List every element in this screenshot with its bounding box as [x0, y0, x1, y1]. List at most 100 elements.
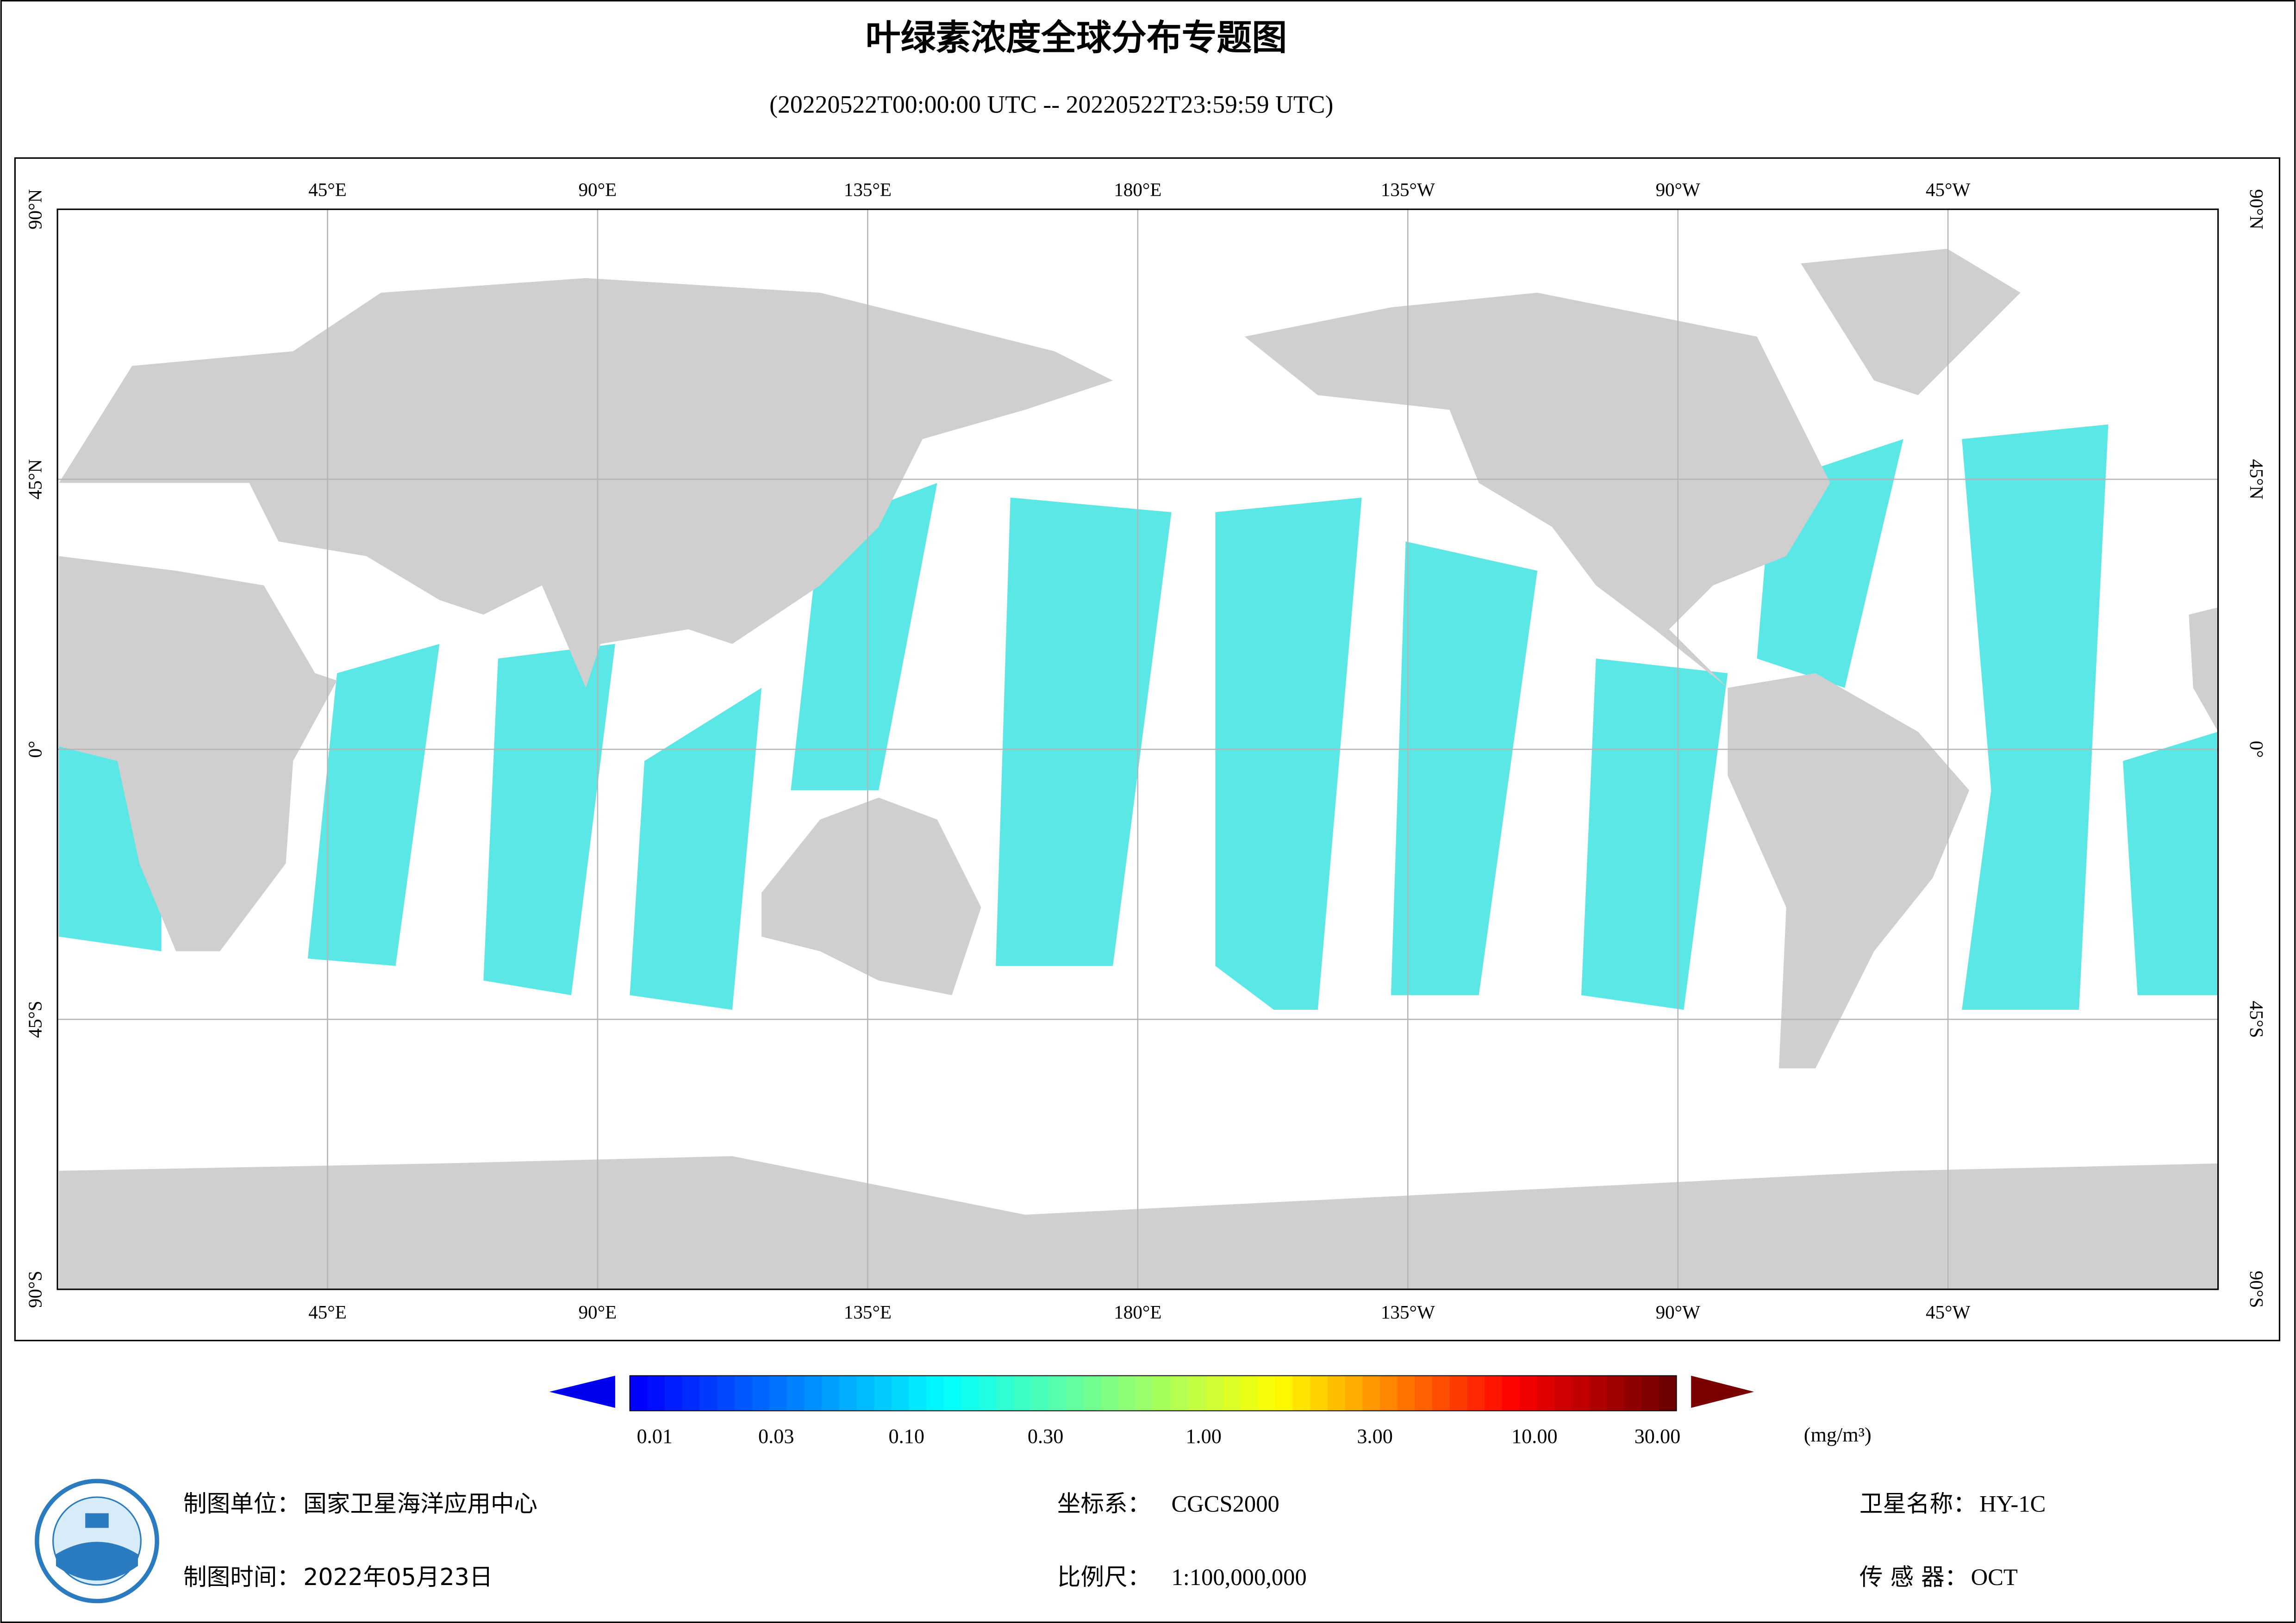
colorbar-cell [717, 1375, 735, 1411]
colorbar-cell [874, 1375, 892, 1411]
logo-satellite [85, 1513, 109, 1528]
colorbar-cell [1258, 1375, 1276, 1411]
title: 叶绿素浓度全球分布专题图 [866, 18, 1287, 58]
colorbar-cell [1537, 1375, 1555, 1411]
map-area: 45°E 45°E 90°E 90°E 135°E 135°E 180°E 180°E 135°… [24, 179, 2267, 1323]
footer-value: 国家卫星海洋应用中心 [303, 1490, 537, 1517]
colorbar-cell [647, 1375, 665, 1411]
colorbar-cell [1624, 1375, 1642, 1411]
colorbar-cell [1485, 1375, 1503, 1411]
colorbar-cell [1502, 1375, 1520, 1411]
footer: 制图单位： 国家卫星海洋应用中心 坐标系： CGCS2000 卫星名称： HY-1C 制图时… [183, 1490, 2046, 1591]
colorbar-tick-label: 0.30 [1028, 1425, 1063, 1448]
colorbar-cell [1188, 1375, 1206, 1411]
colorbar-cell [822, 1375, 840, 1411]
colorbar-cell [752, 1375, 770, 1411]
colorbar-cell [1572, 1375, 1590, 1411]
colorbar-cell [1083, 1375, 1101, 1411]
colorbar-cell [1467, 1375, 1485, 1411]
colorbar-border [629, 1375, 1677, 1412]
lat-label-left: 45°N [24, 459, 45, 499]
footer-value: CGCS2000 [1172, 1491, 1279, 1517]
lon-label-bottom: 180°E [1114, 1301, 1161, 1323]
colorbar-cell [1554, 1375, 1572, 1411]
colorbar-cell [839, 1375, 857, 1411]
colorbar-cell [926, 1375, 944, 1411]
colorbar-cell [1240, 1375, 1259, 1411]
colorbar-cell [1153, 1375, 1171, 1411]
lon-label-bottom: 45°E [308, 1301, 347, 1323]
lat-label-right: 90°S [2246, 1271, 2267, 1308]
greenland [1801, 249, 2021, 395]
lon-label-bottom: 135°W [1381, 1301, 1435, 1323]
footer-label: 传 感 器： [1859, 1563, 1968, 1591]
colorbar-low-arrow [549, 1375, 615, 1408]
colorbar-tick-label: 0.03 [758, 1425, 794, 1448]
lon-label-top: 45°E [308, 179, 347, 200]
swath [1962, 424, 2109, 1010]
map-border [56, 208, 2219, 1290]
colorbar-cell [699, 1375, 718, 1411]
lat-label-left: 90°N [24, 189, 45, 230]
colorbar-cell [786, 1375, 805, 1411]
colorbar-cell [1310, 1375, 1328, 1411]
swath [1215, 497, 1362, 1010]
colorbar-cell [961, 1375, 980, 1411]
africa-west [2189, 607, 2218, 732]
colorbar-tick-label: 0.01 [637, 1425, 673, 1448]
colorbar-cell [1031, 1375, 1049, 1411]
chlorophyll-swaths [59, 424, 2218, 1010]
colorbar-cell [1362, 1375, 1380, 1411]
swath [996, 497, 1172, 966]
footer-label: 制图时间： [183, 1563, 300, 1591]
lon-label-top: 45°W [1926, 179, 1971, 200]
eurasia [59, 278, 1113, 688]
colorbar-cell [630, 1375, 648, 1411]
colorbar-cell [1449, 1375, 1468, 1411]
colorbar-cell [996, 1375, 1014, 1411]
colorbar-cell [734, 1375, 753, 1411]
lat-label-left: 0° [24, 741, 45, 758]
lat-label-right: 45°N [2246, 459, 2267, 499]
footer-value: OCT [1971, 1564, 2018, 1590]
colorbar-cell [1275, 1375, 1293, 1411]
colorbar-unit: (mg/m³) [1804, 1424, 1872, 1446]
lon-label-top: 180°E [1114, 179, 1161, 200]
lon-label-bottom: 90°E [579, 1301, 617, 1323]
colorbar-cell [1659, 1375, 1677, 1411]
colorbar-cell [943, 1375, 962, 1411]
colorbar-cell [1205, 1375, 1223, 1411]
colorbar-tick-label: 3.00 [1357, 1425, 1392, 1448]
colorbar-tick-label: 0.10 [888, 1425, 924, 1448]
colorbar-cell [1589, 1375, 1607, 1411]
footer-value: 1:100,000,000 [1172, 1564, 1307, 1590]
colorbar-cell [1118, 1375, 1136, 1411]
colorbar-tick-label: 10.00 [1511, 1425, 1558, 1448]
lon-label-top: 90°E [579, 179, 617, 200]
subtitle: (20220522T00:00:00 UTC -- 20220522T23:59… [769, 90, 1333, 118]
swath [307, 644, 440, 966]
colorbar-cell [804, 1375, 823, 1411]
colorbar-cell [1170, 1375, 1189, 1411]
lat-label-left: 90°S [24, 1271, 45, 1308]
colorbar-cell [1223, 1375, 1241, 1411]
colorbar-cell [856, 1375, 875, 1411]
colorbar-cell [1013, 1375, 1032, 1411]
swath [2123, 732, 2218, 995]
colorbar-cell [979, 1375, 997, 1411]
lon-label-top: 90°W [1656, 179, 1701, 200]
colorbar-cell [1101, 1375, 1119, 1411]
lat-label-left: 45°S [24, 1001, 45, 1038]
lat-label-right: 45°S [2246, 1001, 2267, 1038]
lat-label-right: 90°N [2246, 189, 2267, 230]
colorbar-cell [1136, 1375, 1154, 1411]
north-america [1244, 292, 1830, 688]
africa [59, 556, 337, 951]
colorbar-cell [1379, 1375, 1398, 1411]
swath [483, 644, 615, 995]
map-frame [14, 157, 2281, 1342]
colorbar-cell [891, 1375, 910, 1411]
colorbar-cell [1327, 1375, 1346, 1411]
colorbar: 0.01 0.03 0.10 0.30 1.00 3.00 10.00 30.00 [549, 1375, 1754, 1448]
